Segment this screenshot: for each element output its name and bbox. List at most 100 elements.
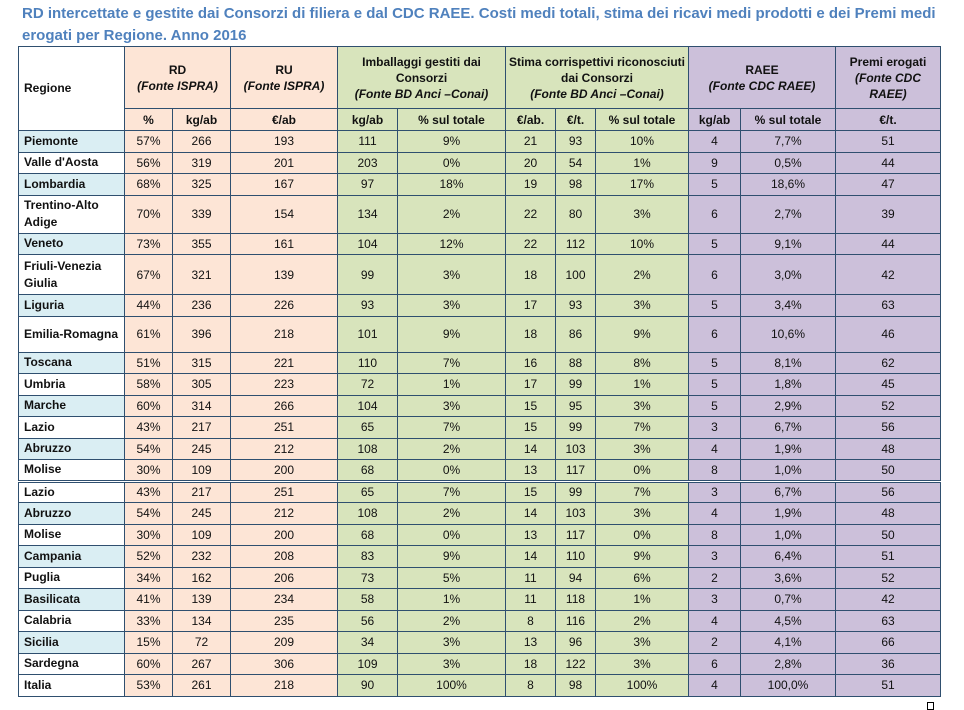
cell-value: 52 [835,394,941,417]
cell-value: 18 [505,254,556,295]
cell-value: 162 [172,566,231,589]
cell-value: 4 [688,502,741,525]
cell-value: 30% [124,523,173,546]
region-name: Lazio [18,479,125,503]
cell-value: 2,7% [740,194,836,234]
cell-value: 3,4% [740,294,836,317]
cell-value: 9% [595,315,689,353]
cell-value: 18,6% [740,173,836,196]
cell-value: 245 [172,502,231,525]
cell-value: 218 [230,674,338,697]
cell-value: 1% [397,373,506,396]
cell-value: 17 [505,294,556,317]
cell-value: 112 [555,232,596,255]
cell-value: 52 [835,566,941,589]
table-row: Toscana 51% 315 221 110 7% 16 88 8% 5 8,1% 62 [18,351,941,374]
cell-value: 9,1% [740,232,836,255]
cell-value: 212 [230,502,338,525]
cell-value: 234 [230,588,338,611]
cell-value: 339 [172,194,231,234]
cell-value: 15 [505,479,556,503]
cell-value: 4,1% [740,631,836,654]
table-row: Trentino-Alto Adige 70% 339 154 134 2% 22 80 3% 6… [18,194,941,234]
cell-value: 65 [337,416,398,439]
cell-value: 3 [688,545,741,568]
cell-value: 10,6% [740,315,836,353]
cell-value: 8 [688,459,741,482]
cell-value: 63 [835,609,941,632]
cell-value: 2% [397,609,506,632]
cell-value: 21 [505,130,556,153]
region-name: Emilia-Romagna [18,315,125,353]
cell-value: 7,7% [740,130,836,153]
region-name: Trentino-Alto Adige [18,194,125,234]
table-row: Umbria 58% 305 223 72 1% 17 99 1% 5 1,8% 45 [18,373,941,396]
cell-value: 30% [124,459,173,482]
cell-value: 1,0% [740,459,836,482]
cell-value: 319 [172,151,231,174]
cell-value: 98 [555,173,596,196]
cell-value: 109 [337,652,398,675]
region-name: Toscana [18,351,125,374]
table-row: Calabria 33% 134 235 56 2% 8 116 2% 4 4,5% 63 [18,609,941,632]
cell-value: 2% [595,254,689,295]
subheader: kg/ab [337,108,398,131]
table-row: Lazio 43% 217 251 65 7% 15 99 7% 3 6,7% 56 [18,479,941,503]
cell-value: 51 [835,130,941,153]
cell-value: 103 [555,437,596,460]
cell-value: 3% [595,294,689,317]
cell-value: 53% [124,674,173,697]
table-row: Marche 60% 314 266 104 3% 15 95 3% 5 2,9% 52 [18,394,941,417]
cell-value: 68% [124,173,173,196]
cell-value: 36 [835,652,941,675]
cell-value: 15 [505,416,556,439]
cell-value: 5 [688,294,741,317]
cell-value: 218 [230,315,338,353]
cell-value: 54 [555,151,596,174]
cell-value: 134 [172,609,231,632]
cell-value: 2,8% [740,652,836,675]
cell-value: 217 [172,479,231,503]
cell-value: 54% [124,437,173,460]
cell-value: 11 [505,566,556,589]
table-row: Veneto 73% 355 161 104 12% 22 112 10% 5 9,1% 44 [18,232,941,255]
cell-value: 34 [337,631,398,654]
region-name: Valle d'Aosta [18,151,125,174]
cell-value: 1,0% [740,523,836,546]
cell-value: 134 [337,194,398,234]
subheader: €/t. [555,108,596,131]
cell-value: 14 [505,545,556,568]
cell-value: 42 [835,588,941,611]
cell-value: 98 [555,674,596,697]
cell-value: 266 [230,394,338,417]
subheader: kg/ab [172,108,231,131]
cell-value: 251 [230,416,338,439]
cell-value: 14 [505,502,556,525]
cell-value: 2 [688,631,741,654]
cell-value: 9 [688,151,741,174]
cell-value: 117 [555,523,596,546]
cell-value: 10% [595,130,689,153]
cell-value: 208 [230,545,338,568]
cell-value: 94 [555,566,596,589]
cell-value: 72 [172,631,231,654]
region-name: Lombardia [18,173,125,196]
cell-value: 6% [595,566,689,589]
cell-value: 13 [505,631,556,654]
cell-value: 111 [337,130,398,153]
cell-value: 5 [688,373,741,396]
cell-value: 110 [555,545,596,568]
cell-value: 0% [397,151,506,174]
cell-value: 65 [337,479,398,503]
cell-value: 86 [555,315,596,353]
cell-value: 43% [124,479,173,503]
cell-value: 80 [555,194,596,234]
cell-value: 5 [688,173,741,196]
table-row: Valle d'Aosta 56% 319 201 203 0% 20 54 1% 9 0,5% 44 [18,151,941,174]
cell-value: 117 [555,459,596,482]
subheader: €/t. [835,108,941,131]
region-name: Sicilia [18,631,125,654]
cell-value: 2,9% [740,394,836,417]
cell-value: 3% [397,294,506,317]
cell-value: 5 [688,232,741,255]
